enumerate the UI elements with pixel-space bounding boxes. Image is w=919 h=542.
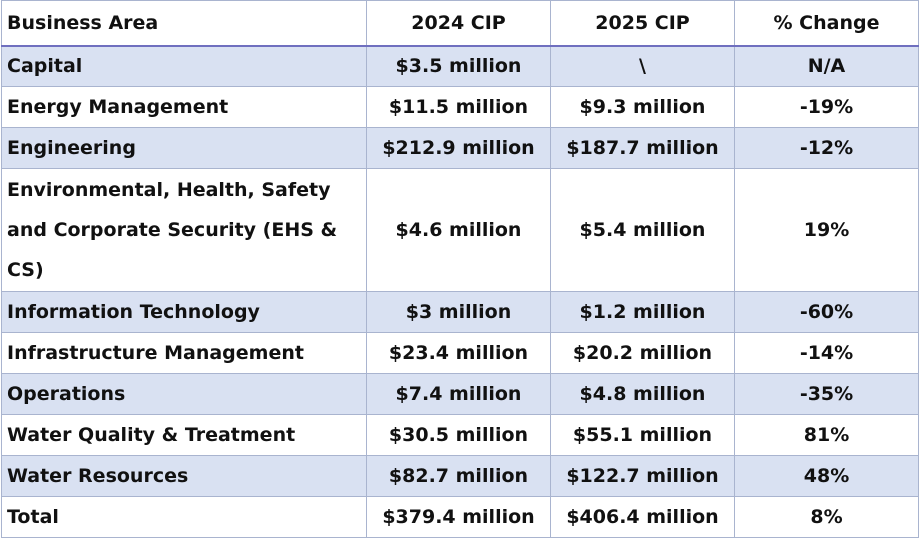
cell-2025-cip: $55.1 million — [550, 414, 735, 456]
cell-2024-cip: $379.4 million — [366, 496, 551, 538]
table-row: Capital $3.5 million \ N/A — [1, 45, 919, 87]
cell-2025-cip: $122.7 million — [550, 455, 735, 497]
cell-percent-change: -19% — [734, 86, 919, 128]
cell-2025-cip: $4.8 million — [550, 373, 735, 415]
cell-2025-cip: $9.3 million — [550, 86, 735, 128]
cell-2025-cip: $20.2 million — [550, 332, 735, 374]
table-body: Capital $3.5 million \ N/A Energy Manage… — [1, 45, 919, 538]
cell-2024-cip: $30.5 million — [366, 414, 551, 456]
cell-business-area: Information Technology — [1, 291, 367, 333]
cell-business-area: Environmental, Health, Safety and Corpor… — [1, 168, 367, 292]
cell-2025-cip: $1.2 million — [550, 291, 735, 333]
cell-2024-cip: $4.6 million — [366, 168, 551, 292]
cell-percent-change: 81% — [734, 414, 919, 456]
table-row: Infrastructure Management $23.4 million … — [1, 332, 919, 374]
cell-percent-change: 48% — [734, 455, 919, 497]
cell-2024-cip: $23.4 million — [366, 332, 551, 374]
header-percent-change: % Change — [734, 0, 919, 47]
header-2025-cip: 2025 CIP — [550, 0, 735, 47]
header-business-area: Business Area — [1, 0, 367, 47]
header-row: Business Area 2024 CIP 2025 CIP % Change — [1, 0, 919, 47]
table-header: Business Area 2024 CIP 2025 CIP % Change — [1, 0, 919, 47]
cell-percent-change: 19% — [734, 168, 919, 292]
table-row: Engineering $212.9 million $187.7 millio… — [1, 127, 919, 169]
cell-business-area: Energy Management — [1, 86, 367, 128]
table-row: Operations $7.4 million $4.8 million -35… — [1, 373, 919, 415]
cell-2025-cip: \ — [550, 45, 735, 87]
table-row: Environmental, Health, Safety and Corpor… — [1, 168, 919, 292]
cell-business-area: Engineering — [1, 127, 367, 169]
cell-2024-cip: $3.5 million — [366, 45, 551, 87]
cell-business-area: Capital — [1, 45, 367, 87]
cell-percent-change: -35% — [734, 373, 919, 415]
cell-2024-cip: $212.9 million — [366, 127, 551, 169]
cell-business-area: Water Quality & Treatment — [1, 414, 367, 456]
cell-business-area: Operations — [1, 373, 367, 415]
table-row: Information Technology $3 million $1.2 m… — [1, 291, 919, 333]
cell-percent-change: N/A — [734, 45, 919, 87]
cell-2024-cip: $82.7 million — [366, 455, 551, 497]
cell-percent-change: -60% — [734, 291, 919, 333]
cell-2024-cip: $7.4 million — [366, 373, 551, 415]
table-row: Energy Management $11.5 million $9.3 mil… — [1, 86, 919, 128]
cell-2025-cip: $406.4 million — [550, 496, 735, 538]
cell-business-area: Water Resources — [1, 455, 367, 497]
cell-2024-cip: $3 million — [366, 291, 551, 333]
cell-percent-change: 8% — [734, 496, 919, 538]
cell-business-area: Infrastructure Management — [1, 332, 367, 374]
cell-2024-cip: $11.5 million — [366, 86, 551, 128]
header-2024-cip: 2024 CIP — [366, 0, 551, 47]
table-row: Water Quality & Treatment $30.5 million … — [1, 414, 919, 456]
table-row: Water Resources $82.7 million $122.7 mil… — [1, 455, 919, 497]
table-total-row: Total $379.4 million $406.4 million 8% — [1, 496, 919, 538]
cell-percent-change: -14% — [734, 332, 919, 374]
cell-percent-change: -12% — [734, 127, 919, 169]
cell-2025-cip: $5.4 million — [550, 168, 735, 292]
cell-2025-cip: $187.7 million — [550, 127, 735, 169]
cell-business-area: Total — [1, 496, 367, 538]
